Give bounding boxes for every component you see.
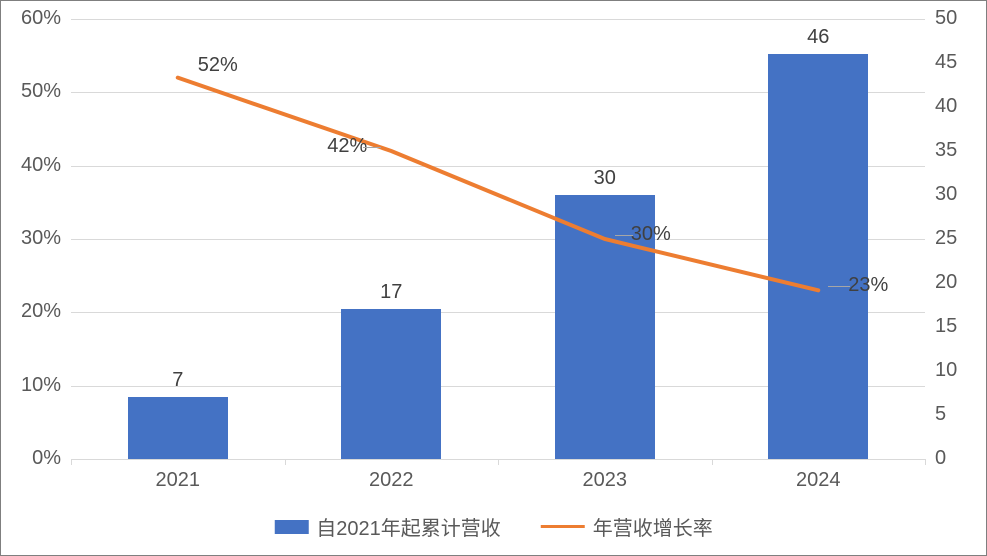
legend-item-line: 年营收增长率	[541, 512, 713, 541]
legend: 自2021年起累计营收 年营收增长率	[274, 512, 713, 541]
x-axis-category-label: 2021	[156, 469, 201, 492]
line-series	[71, 19, 925, 459]
y-right-tick-label: 35	[935, 139, 957, 162]
label-leader-line	[363, 147, 381, 148]
label-leader-line	[828, 286, 850, 287]
y-left-tick-label: 0%	[32, 447, 61, 470]
y-right-tick-label: 50	[935, 7, 957, 30]
legend-swatch-bar	[274, 520, 308, 534]
y-right-tick-label: 0	[935, 447, 946, 470]
line-data-label: 52%	[198, 54, 238, 77]
y-right-tick-label: 5	[935, 403, 946, 426]
y-left-tick-label: 20%	[21, 300, 61, 323]
y-right-tick-label: 25	[935, 227, 957, 250]
line-data-label: 42%	[327, 135, 367, 158]
legend-swatch-line	[541, 525, 585, 528]
x-axis-category-label: 2024	[796, 469, 841, 492]
x-tick	[925, 459, 926, 465]
line-data-label: 23%	[848, 274, 888, 297]
chart-frame: 717304652%42%30%23% 自2021年起累计营收年营收增长率 0%…	[0, 0, 987, 556]
label-leader-line	[615, 235, 633, 236]
y-left-tick-label: 60%	[21, 7, 61, 30]
x-tick	[285, 459, 286, 465]
x-tick	[712, 459, 713, 465]
y-left-tick-label: 40%	[21, 154, 61, 177]
y-right-tick-label: 20	[935, 271, 957, 294]
x-axis-category-label: 2022	[369, 469, 414, 492]
x-tick	[71, 459, 72, 465]
legend-label: 自2021年起累计营收	[316, 512, 501, 541]
plot-area: 717304652%42%30%23%	[71, 19, 925, 459]
line-data-label: 30%	[631, 223, 671, 246]
y-right-tick-label: 40	[935, 95, 957, 118]
y-left-tick-label: 10%	[21, 374, 61, 397]
legend-label: 年营收增长率	[593, 512, 713, 541]
y-right-tick-label: 10	[935, 359, 957, 382]
y-right-tick-label: 30	[935, 183, 957, 206]
y-left-tick-label: 30%	[21, 227, 61, 250]
x-tick	[498, 459, 499, 465]
x-axis-category-label: 2023	[583, 469, 628, 492]
y-left-tick-label: 50%	[21, 80, 61, 103]
legend-item-bar: 自2021年起累计营收	[274, 512, 501, 541]
y-right-tick-label: 15	[935, 315, 957, 338]
y-right-tick-label: 45	[935, 51, 957, 74]
